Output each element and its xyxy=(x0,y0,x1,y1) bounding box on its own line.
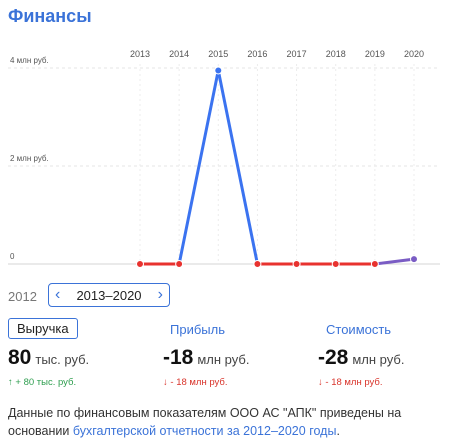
metric-tabs: Выручка Прибыль Стоимость xyxy=(0,318,453,342)
x-tick-label: 2018 xyxy=(326,49,346,59)
x-tick-label: 2015 xyxy=(208,49,228,59)
value-number: -28 xyxy=(318,346,349,369)
data-point[interactable] xyxy=(214,66,223,75)
section-title: Финансы xyxy=(8,6,92,26)
series-segment xyxy=(177,68,220,266)
chevron-left-icon[interactable]: ‹ xyxy=(55,286,61,303)
data-point[interactable] xyxy=(175,260,184,268)
x-tick-label: 2020 xyxy=(404,49,424,59)
value-value: -28 млн руб. xyxy=(318,346,404,370)
period-selector: 2012 ‹ 2013–2020 › xyxy=(8,283,170,309)
data-point[interactable] xyxy=(410,255,418,264)
y-tick-label: 0 xyxy=(10,252,15,261)
y-tick-label: 4 млн руб. xyxy=(10,56,49,65)
x-tick-label: 2014 xyxy=(169,49,189,59)
x-tick-label: 2013 xyxy=(130,49,150,59)
data-point[interactable] xyxy=(253,260,262,268)
period-range-box: ‹ 2013–2020 › xyxy=(48,283,170,307)
profit-number: -18 xyxy=(163,346,194,369)
profit-value: -18 млн руб. xyxy=(163,346,249,370)
previous-year-label[interactable]: 2012 xyxy=(8,288,37,304)
revenue-number: 80 xyxy=(8,346,32,369)
note-text: Данные по финансовым показателям ООО АС … xyxy=(8,406,402,438)
revenue-value: 80 тыс. руб. xyxy=(8,346,89,370)
data-point[interactable] xyxy=(292,260,301,268)
x-tick-label: 2019 xyxy=(365,49,385,59)
x-tick-label: 2016 xyxy=(247,49,267,59)
value-unit: млн руб. xyxy=(352,352,405,367)
series-segment xyxy=(373,257,416,266)
profit-change: ↓ - 18 млн руб. xyxy=(163,377,228,388)
chevron-right-icon[interactable]: › xyxy=(157,286,163,303)
tab-revenue[interactable]: Выручка xyxy=(8,318,78,339)
series-segment xyxy=(216,68,259,266)
note-end: . xyxy=(336,424,340,438)
revenue-unit: тыс. руб. xyxy=(35,352,90,367)
source-link[interactable]: бухгалтерской отчетности за 2012–2020 го… xyxy=(72,424,337,438)
value-change: ↓ - 18 млн руб. xyxy=(318,377,383,388)
period-range-label: 2013–2020 xyxy=(76,287,142,303)
profit-unit: млн руб. xyxy=(197,352,250,367)
finance-chart: 2013 2014 2015 2016 2017 2018 2019 2020 4 млн р… xyxy=(8,49,440,268)
x-tick-label: 2017 xyxy=(287,49,307,59)
y-tick-label: 2 млн руб. xyxy=(10,154,49,163)
data-point[interactable] xyxy=(331,260,340,268)
data-point[interactable] xyxy=(370,260,379,268)
tab-value[interactable]: Стоимость xyxy=(326,322,392,337)
data-point[interactable] xyxy=(136,260,144,268)
data-source-note: Данные по финансовым показателям ООО АС … xyxy=(8,404,448,440)
tab-profit[interactable]: Прибыль xyxy=(170,322,225,337)
revenue-change: ↑ + 80 тыс. руб. xyxy=(8,377,77,388)
